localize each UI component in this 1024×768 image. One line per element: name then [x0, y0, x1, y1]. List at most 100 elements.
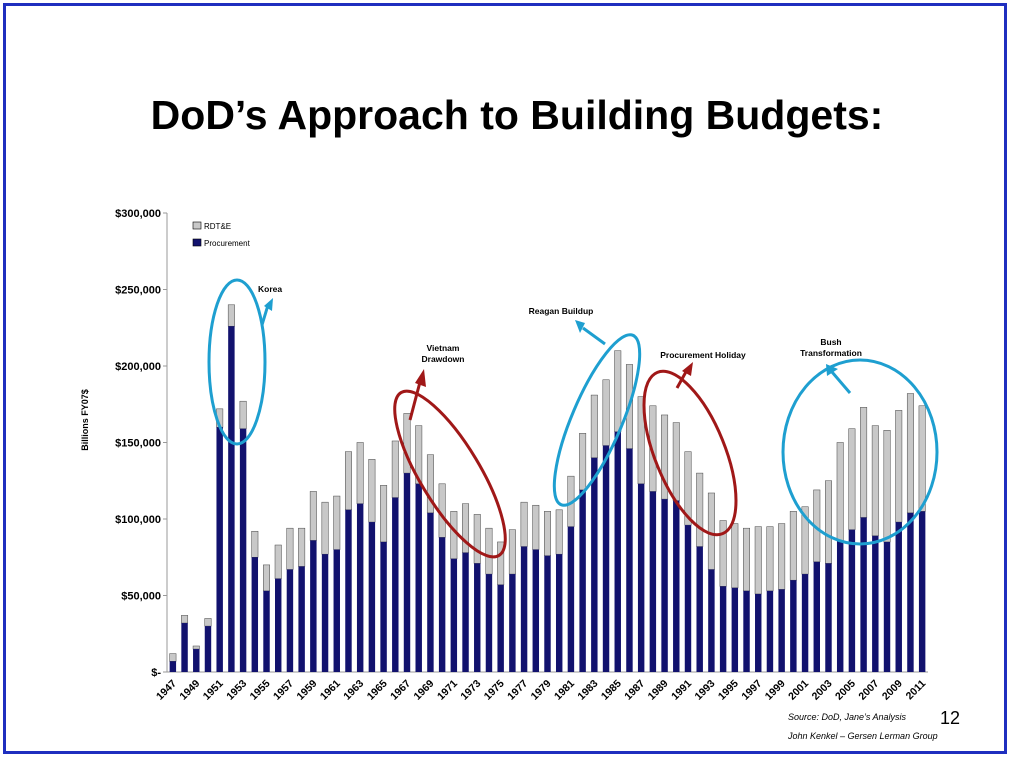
bar-rdte-2010 — [906, 393, 914, 514]
bar-rdte-2009 — [895, 410, 903, 523]
bar-rdte-1983 — [590, 394, 598, 459]
bar-procurement-1998 — [766, 590, 774, 672]
legend-label-rdte: RDT&E — [204, 222, 231, 231]
bar-rdte-2011 — [918, 405, 926, 512]
y-tick-label: $200,000 — [115, 361, 161, 373]
bar-rdte-1950 — [204, 618, 212, 627]
bar-rdte-1973 — [473, 514, 481, 564]
bar-procurement-1965 — [380, 541, 387, 672]
x-tick-label: 2007 — [856, 678, 881, 703]
bar-procurement-1985 — [614, 431, 621, 672]
bar-rdte-1992 — [696, 472, 704, 547]
bar-procurement-2008 — [883, 541, 891, 672]
bar-procurement-1964 — [368, 522, 376, 672]
bar-rdte-1976 — [508, 529, 516, 575]
legend-swatch-rdte — [192, 221, 202, 230]
x-tick-label: 1989 — [646, 678, 671, 703]
x-tick-label: 1953 — [224, 678, 249, 703]
author-note: John Kenkel – Gersen Lerman Group — [788, 731, 938, 741]
x-tick-label: 1975 — [482, 678, 507, 703]
bar-rdte-1996 — [743, 527, 751, 592]
x-tick-label: 1967 — [388, 678, 413, 703]
bar-procurement-1987 — [637, 483, 645, 672]
bar-rdte-1947 — [169, 653, 177, 662]
bar-procurement-1954 — [251, 557, 259, 672]
bar-procurement-2002 — [813, 561, 820, 672]
bar-procurement-2000 — [790, 580, 797, 672]
bar-rdte-2008 — [883, 430, 891, 543]
annotation-procurement-holiday: Procurement Holiday — [642, 350, 746, 537]
slide-frame — [3, 3, 1007, 754]
bar-rdte-2004 — [836, 442, 844, 541]
bar-procurement-2003 — [825, 563, 832, 672]
bar-procurement-1966 — [392, 497, 399, 672]
bar-procurement-1991 — [684, 525, 692, 672]
x-tick-label: 1969 — [412, 678, 437, 703]
bar-rdte-1984 — [602, 379, 610, 446]
bar-procurement-1947 — [169, 661, 177, 672]
bar-rdte-1958 — [298, 527, 306, 567]
bar-procurement-1960 — [321, 554, 329, 672]
bar-procurement-2007 — [872, 535, 879, 672]
bar-rdte-1993 — [707, 492, 715, 570]
annotation-korea: Korea — [207, 278, 282, 446]
bar-rdte-1955 — [263, 564, 270, 592]
bar-rdte-1956 — [274, 544, 282, 579]
y-tick-label: $250,000 — [115, 285, 161, 297]
bar-procurement-2004 — [836, 540, 844, 672]
x-tick-label: 2009 — [880, 678, 905, 703]
bar-procurement-1956 — [275, 578, 282, 672]
bar-rdte-1952 — [227, 304, 235, 327]
bar-procurement-1994 — [719, 586, 727, 672]
bar-rdte-1997 — [754, 526, 762, 595]
bar-procurement-1984 — [602, 445, 610, 672]
bar-rdte-1980 — [555, 509, 563, 555]
x-tick-label: 1991 — [669, 678, 694, 703]
chart-legend: RDT&E Procurement — [192, 221, 251, 248]
bar-procurement-2011 — [918, 511, 926, 672]
x-tick-label: 1959 — [294, 678, 319, 703]
annotation-vietnam: Vietnam Drawdown — [393, 343, 507, 559]
bar-rdte-1957 — [286, 527, 294, 570]
bar-procurement-1986 — [626, 448, 633, 672]
bar-procurement-1963 — [356, 503, 364, 672]
bar-procurement-1951 — [216, 427, 223, 672]
bar-rdte-1999 — [778, 523, 786, 590]
bar-procurement-1948 — [181, 623, 188, 672]
y-tick-label: $50,000 — [121, 591, 161, 603]
bar-procurement-1992 — [696, 546, 703, 672]
bar-rdte-2007 — [871, 425, 879, 537]
bar-rdte-1985 — [614, 350, 622, 433]
procurement-holiday-ellipse — [642, 369, 738, 537]
annotation-reagan: Reagan Buildup — [529, 306, 642, 507]
vietnam-ellipse — [393, 389, 507, 559]
bar-rdte-1963 — [356, 442, 364, 504]
bar-procurement-1974 — [485, 574, 493, 672]
y-tick-label: $150,000 — [115, 438, 161, 450]
bar-procurement-1962 — [345, 509, 352, 672]
bar-rdte-1974 — [485, 527, 493, 575]
bar-rdte-1967 — [403, 413, 411, 474]
bar-procurement-1975 — [497, 584, 504, 672]
bar-procurement-2009 — [895, 522, 902, 672]
bar-rdte-1960 — [321, 501, 329, 555]
x-tick-label: 1987 — [622, 678, 647, 703]
bar-procurement-2005 — [848, 529, 856, 672]
bar-procurement-1961 — [333, 549, 340, 672]
source-note: Source: DoD, Jane’s Analysis — [788, 712, 907, 722]
bar-procurement-1983 — [591, 457, 598, 672]
bar-rdte-1995 — [731, 523, 739, 589]
x-tick-label: 1963 — [341, 678, 366, 703]
bar-rdte-1964 — [368, 459, 376, 523]
bar-rdte-1953 — [239, 400, 247, 429]
bar-rdte-1962 — [344, 451, 352, 511]
x-tick-label: 1983 — [575, 678, 600, 703]
bar-procurement-1953 — [239, 428, 247, 672]
bar-rdte-1978 — [532, 504, 540, 550]
bar-procurement-1949 — [193, 649, 200, 672]
x-tick-label: 2011 — [904, 678, 929, 703]
bar-procurement-1977 — [520, 546, 528, 672]
bar-procurement-1978 — [532, 549, 540, 672]
bar-procurement-1971 — [450, 558, 458, 672]
